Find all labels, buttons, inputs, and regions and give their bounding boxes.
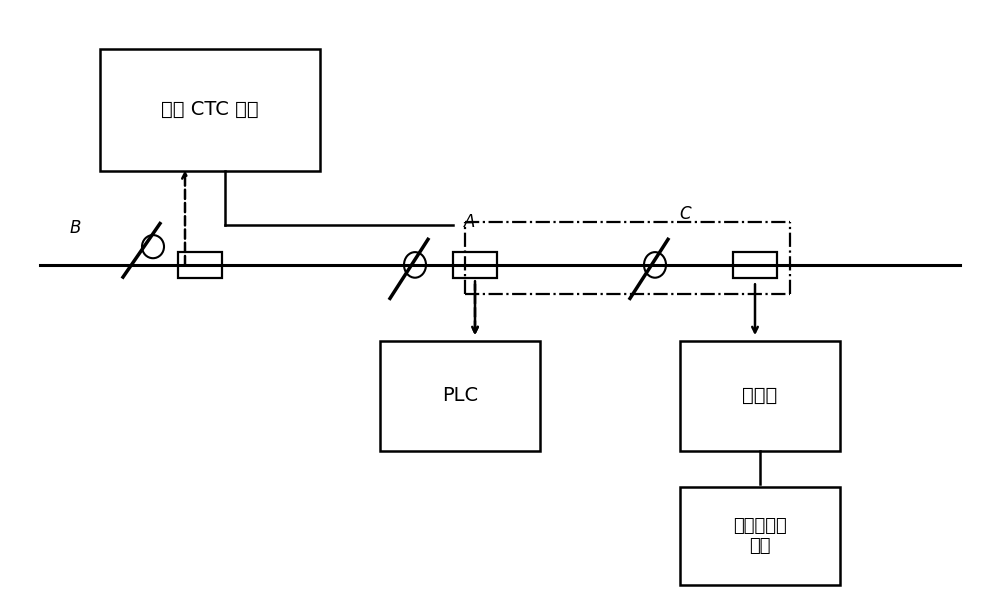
Bar bbox=[100, 49, 320, 171]
Ellipse shape bbox=[644, 252, 666, 278]
Bar bbox=[453, 252, 497, 278]
Bar bbox=[680, 341, 840, 451]
Text: B: B bbox=[69, 219, 81, 238]
Ellipse shape bbox=[142, 235, 164, 258]
Bar bbox=[380, 341, 540, 451]
Bar bbox=[178, 252, 222, 278]
Text: PLC: PLC bbox=[442, 386, 478, 406]
Text: 二级 CTC 功能: 二级 CTC 功能 bbox=[161, 100, 259, 119]
Ellipse shape bbox=[404, 252, 426, 278]
Text: C: C bbox=[679, 205, 691, 224]
Text: A: A bbox=[464, 213, 476, 231]
Bar bbox=[680, 487, 840, 585]
Text: 远程站: 远程站 bbox=[742, 386, 778, 406]
Text: 集管喷水电
磁阀: 集管喷水电 磁阀 bbox=[733, 516, 787, 555]
Bar bbox=[733, 252, 777, 278]
